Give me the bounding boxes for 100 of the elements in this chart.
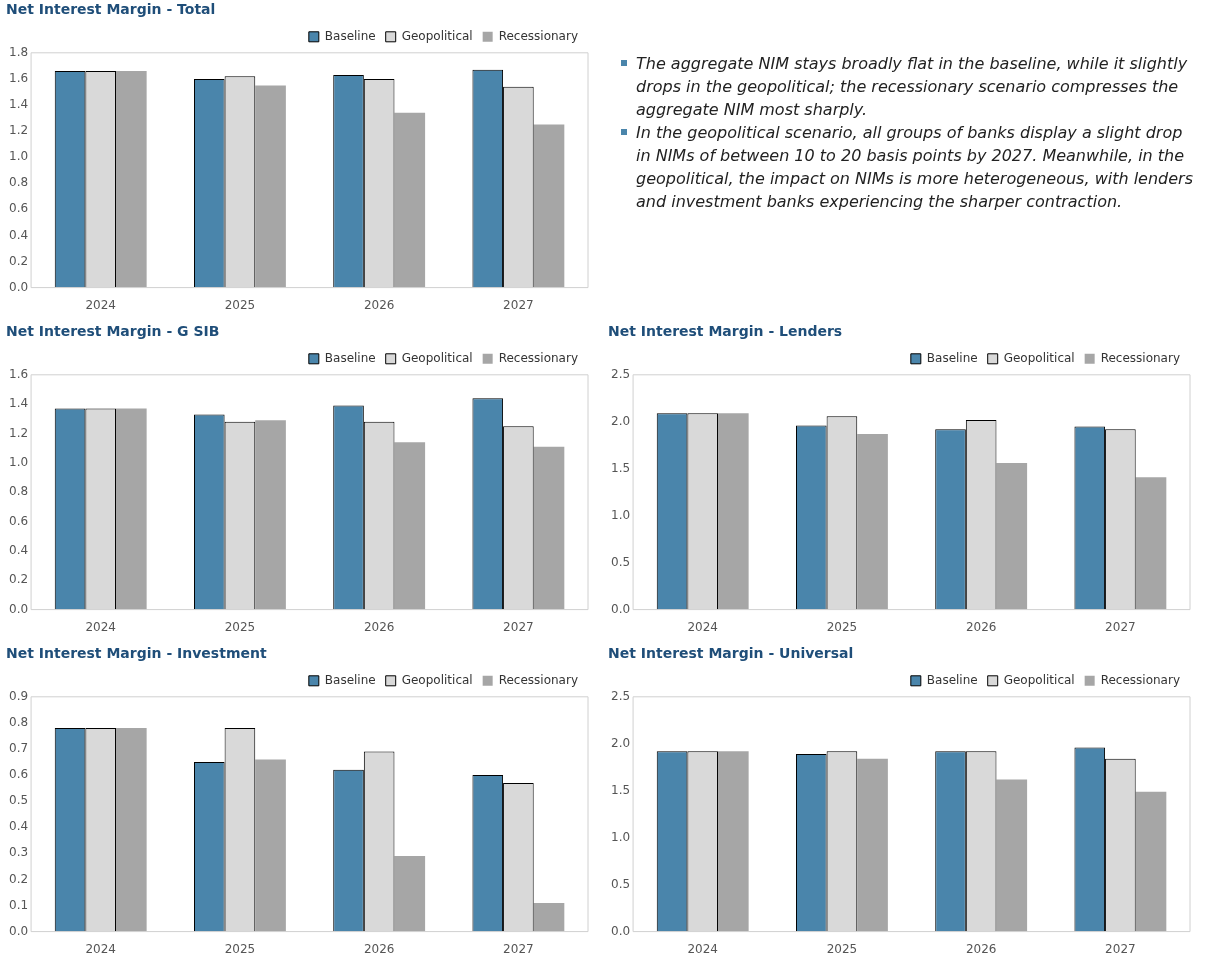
chart-title: Net Interest Margin - Lenders — [608, 323, 843, 340]
y-tick-label: 2.0 — [610, 735, 631, 750]
y-tick-label: 0.0 — [8, 923, 29, 938]
x-tick-label: 2024 — [85, 297, 116, 312]
bar — [533, 124, 565, 288]
chart-title: Net Interest Margin - Universal — [608, 645, 854, 662]
legend-label: Baseline — [926, 672, 978, 687]
chart-title: Net Interest Margin - Investment — [6, 645, 267, 662]
y-tick-label: 0.0 — [8, 279, 29, 294]
y-tick-label: 0.7 — [8, 741, 29, 756]
y-tick-label: 1.5 — [610, 782, 631, 797]
legend-label: Baseline — [324, 350, 376, 365]
legend-label: Recessionary — [1100, 672, 1181, 687]
y-tick-label: 0.2 — [8, 253, 29, 268]
y-tick-label: 0.4 — [8, 543, 29, 558]
y-tick-label: 0.3 — [8, 845, 29, 860]
y-tick-label: 1.5 — [610, 460, 631, 475]
y-tick-label: 0.2 — [8, 572, 29, 587]
bar — [857, 433, 888, 610]
bar — [116, 408, 147, 610]
x-tick-label: 2024 — [687, 941, 718, 956]
y-tick-label: 0.4 — [8, 227, 29, 242]
y-tick-label: 0.6 — [8, 767, 29, 782]
y-tick-label: 1.6 — [8, 71, 29, 86]
bar — [996, 779, 1028, 932]
legend-label: Geopolitical — [401, 672, 473, 687]
bar — [533, 446, 565, 610]
bar — [255, 420, 286, 610]
legend-label: Recessionary — [498, 28, 579, 43]
bar — [394, 855, 426, 932]
x-tick-label: 2027 — [1105, 619, 1136, 634]
chart-title: Net Interest Margin - Total — [6, 1, 216, 18]
legend-label: Recessionary — [498, 672, 579, 687]
y-tick-label: 0.8 — [8, 175, 29, 190]
y-tick-label: 1.0 — [610, 507, 631, 522]
y-tick-label: 0.5 — [610, 554, 631, 569]
x-tick-label: 2026 — [965, 941, 997, 956]
y-tick-label: 0.0 — [610, 923, 631, 938]
bar — [116, 71, 147, 288]
legend-label: Baseline — [324, 672, 376, 687]
y-tick-label: 1.8 — [8, 44, 29, 59]
bar — [394, 112, 426, 288]
x-tick-label: 2025 — [826, 619, 858, 634]
y-tick-label: 2.5 — [610, 688, 631, 703]
y-tick-label: 0.0 — [610, 601, 631, 616]
bar — [996, 463, 1028, 610]
legend-label: Baseline — [324, 28, 376, 43]
y-tick-label: 0.5 — [610, 876, 631, 891]
y-tick-label: 1.6 — [8, 366, 29, 381]
y-tick-label: 1.0 — [8, 454, 29, 469]
text: The aggregate NIM stays broadly flat in the baseline, while it slightly drops in the geopolitical; the recessionary scenario compresses the aggregate NIM most sharply. — [636, 54, 1188, 119]
x-tick-label: 2026 — [965, 619, 997, 634]
y-tick-label: 0.6 — [8, 201, 29, 216]
bar — [116, 728, 147, 932]
legend-label: Baseline — [926, 350, 978, 365]
x-tick-label: 2026 — [363, 941, 395, 956]
x-tick-label: 2024 — [85, 619, 116, 634]
text: In the geopolitical scenario, all groups of banks display a slight drop in NIMs of between 10 to 20 basis points by 2027. Meanwhile, in the geopolitical, the impact on NIMs is more heterogeneous, with lenders and investment banks experiencing the sharper contraction. — [636, 123, 1193, 211]
x-tick-label: 2026 — [363, 619, 395, 634]
legend-label: Geopolitical — [1003, 350, 1075, 365]
y-tick-label: 0.8 — [8, 484, 29, 499]
y-tick-label: 1.4 — [8, 97, 29, 112]
legend-label: Recessionary — [1100, 350, 1181, 365]
y-tick-label: 0.6 — [8, 513, 29, 528]
y-tick-label: 0.9 — [8, 688, 29, 703]
bar — [857, 758, 888, 932]
chart-title: Net Interest Margin - G SIB — [6, 323, 220, 340]
y-tick-label: 1.2 — [8, 123, 29, 138]
bar — [394, 442, 426, 610]
bar — [718, 751, 749, 932]
x-tick-label: 2025 — [224, 941, 256, 956]
y-tick-label: 1.0 — [8, 149, 29, 164]
x-tick-label: 2024 — [85, 941, 116, 956]
x-tick-label: 2025 — [224, 619, 256, 634]
y-tick-label: 0.4 — [8, 819, 29, 834]
legend-label: Geopolitical — [401, 28, 473, 43]
x-tick-label: 2027 — [503, 619, 534, 634]
bar — [1135, 477, 1167, 610]
y-tick-label: 0.0 — [8, 601, 29, 616]
y-tick-label: 2.5 — [610, 366, 631, 381]
y-tick-label: 2.0 — [610, 413, 631, 428]
bar — [533, 902, 565, 932]
legend-label: Recessionary — [498, 350, 579, 365]
bar — [718, 413, 749, 610]
y-tick-label: 0.8 — [8, 715, 29, 730]
x-tick-label: 2025 — [224, 297, 256, 312]
y-tick-label: 1.4 — [8, 396, 29, 411]
x-tick-label: 2026 — [363, 297, 395, 312]
x-tick-label: 2027 — [503, 941, 534, 956]
legend-label: Geopolitical — [401, 350, 473, 365]
x-tick-label: 2024 — [687, 619, 718, 634]
y-tick-label: 0.2 — [8, 871, 29, 886]
x-tick-label: 2027 — [1105, 941, 1136, 956]
x-tick-label: 2027 — [503, 297, 534, 312]
bar — [255, 759, 286, 932]
y-tick-label: 1.2 — [8, 425, 29, 440]
bar — [255, 85, 286, 288]
x-tick-label: 2025 — [826, 941, 858, 956]
y-tick-label: 0.5 — [8, 793, 29, 808]
bar — [1135, 791, 1167, 932]
